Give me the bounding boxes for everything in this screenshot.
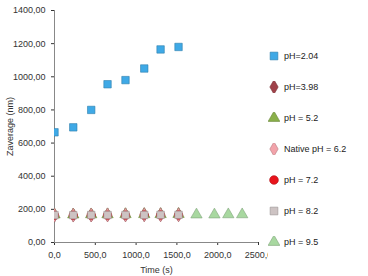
svg-text:1000,0: 1000,0 xyxy=(122,250,150,260)
svg-text:Zaverage (nm): Zaverage (nm) xyxy=(5,97,15,156)
svg-text:1500,0: 1500,0 xyxy=(163,250,191,260)
html-text:pH = 8.2: pH = 8.2 xyxy=(284,205,319,216)
svg-text:0,00: 0,00 xyxy=(28,237,46,247)
html-text:pH = 9.5: pH = 9.5 xyxy=(284,236,319,247)
svg-text:600,00: 600,00 xyxy=(18,138,46,148)
svg-text:1400,00: 1400,00 xyxy=(13,5,46,15)
html-text:pH = 5.2: pH = 5.2 xyxy=(284,112,319,123)
svg-text:500,0: 500,0 xyxy=(84,250,107,260)
svg-text:800,00: 800,00 xyxy=(18,105,46,115)
svg-text:Time (s): Time (s) xyxy=(140,265,173,275)
svg-text:200,00: 200,00 xyxy=(18,204,46,214)
svg-text:400,00: 400,00 xyxy=(18,171,46,181)
html-text:pH=3.98: pH=3.98 xyxy=(284,81,319,92)
svg-text:2000,0: 2000,0 xyxy=(204,250,232,260)
svg-text:0,0: 0,0 xyxy=(48,250,61,260)
html-text:Native pH = 6.2: Native pH = 6.2 xyxy=(284,143,347,154)
svg-text:1000,00: 1000,00 xyxy=(13,72,46,82)
html-text:pH=2.04: pH=2.04 xyxy=(284,50,319,61)
svg-text:1200,00: 1200,00 xyxy=(13,39,46,49)
html-text:pH = 7.2: pH = 7.2 xyxy=(284,174,319,185)
svg-text:2500,0: 2500,0 xyxy=(245,250,268,260)
